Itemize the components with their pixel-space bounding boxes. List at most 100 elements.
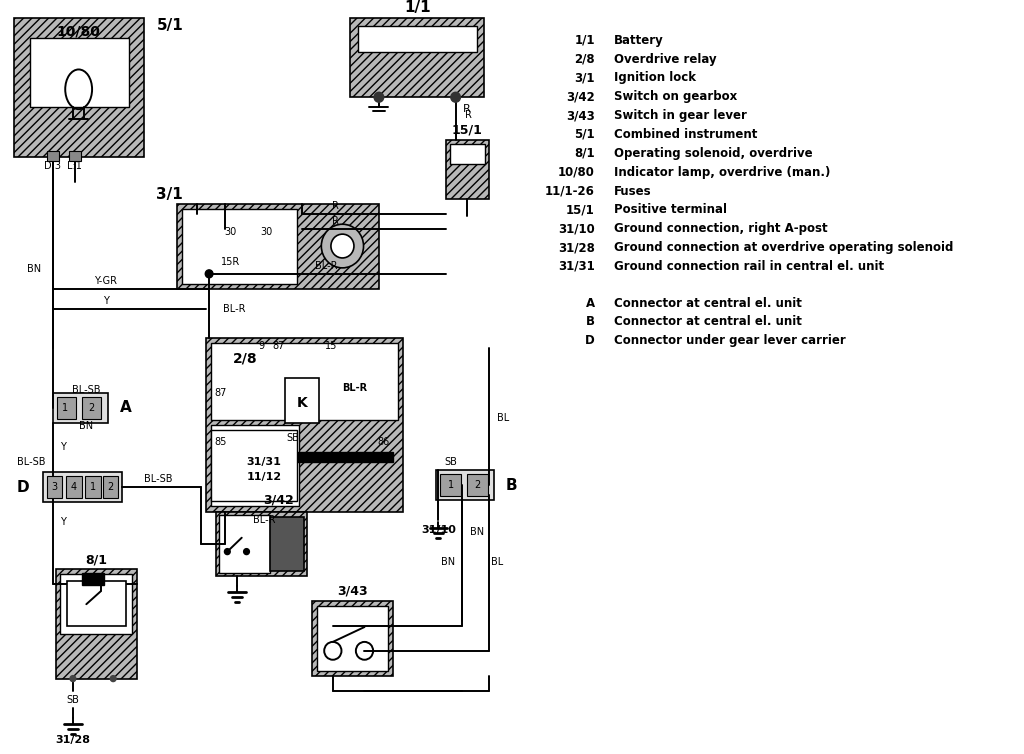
Text: Y-GR: Y-GR [94,276,117,286]
Bar [55,569,137,679]
Bar [47,477,62,498]
Text: Ground connection, right A-post: Ground connection, right A-post [614,222,827,235]
Text: Y: Y [60,516,67,527]
Text: 2/8: 2/8 [233,351,258,365]
Text: K: K [297,396,307,409]
Circle shape [70,676,76,682]
Text: 30: 30 [224,227,237,238]
Text: 3/1: 3/1 [574,72,595,84]
Bar [68,581,126,626]
Bar [47,151,58,161]
Text: BL-R: BL-R [223,304,246,314]
Text: 30: 30 [260,227,272,238]
Text: SB: SB [67,695,79,706]
Text: Operating solenoid, overdrive: Operating solenoid, overdrive [614,147,812,160]
Bar [14,18,144,157]
Text: D:3: D:3 [44,161,61,170]
Bar [446,140,489,199]
Text: Battery: Battery [614,34,664,47]
Text: D: D [16,480,29,495]
Text: R: R [332,216,339,226]
Text: BL: BL [497,412,509,423]
Bar [69,151,81,161]
Bar [102,477,118,498]
Text: Connector under gear lever carrier: Connector under gear lever carrier [614,334,846,348]
Text: Switch in gear lever: Switch in gear lever [614,109,746,122]
Bar [211,430,297,501]
Text: 4: 4 [71,482,77,492]
Text: BN: BN [79,421,93,431]
Text: 15/1: 15/1 [452,124,482,136]
Text: 31/31: 31/31 [247,458,282,467]
Circle shape [111,676,116,682]
Text: B: B [586,315,595,329]
Bar [53,393,109,423]
Text: 11/1-26: 11/1-26 [545,185,595,198]
Circle shape [322,224,364,268]
Text: 15R: 15R [220,257,240,267]
Text: Ground connection rail in central el. unit: Ground connection rail in central el. un… [614,260,884,273]
Bar [450,144,485,164]
Bar [177,204,379,289]
Text: 31/28: 31/28 [55,735,90,745]
Text: BN: BN [441,556,455,566]
Bar [219,515,269,574]
Text: 1: 1 [447,480,454,490]
Text: L:1: L:1 [68,161,82,170]
Text: BL-R: BL-R [342,383,368,393]
Text: 85: 85 [214,437,226,447]
Text: SB: SB [444,458,457,467]
Text: 10/80: 10/80 [56,25,100,38]
Bar [357,26,477,51]
Bar [211,343,398,420]
Bar [285,378,319,423]
Text: Ignition lock: Ignition lock [614,72,696,84]
Text: Connector at central el. unit: Connector at central el. unit [614,315,802,329]
Text: Ground connection at overdrive operating solenoid: Ground connection at overdrive operating… [614,241,953,254]
Text: 2: 2 [474,480,481,490]
Text: 2: 2 [108,482,114,492]
Text: A: A [586,296,595,310]
Text: B: B [506,477,517,492]
Circle shape [331,234,354,258]
Text: A: A [120,400,132,415]
Text: 5/1: 5/1 [158,18,184,33]
Text: Overdrive relay: Overdrive relay [614,53,717,66]
Bar [211,425,299,506]
Text: 10/80: 10/80 [558,166,595,179]
Text: 3/43: 3/43 [566,109,595,122]
Text: 1: 1 [62,403,69,412]
Bar [206,339,402,512]
Text: BL-SB: BL-SB [72,385,100,395]
Bar [440,474,462,496]
Text: BL: BL [490,556,503,566]
Text: R: R [332,201,339,211]
Bar [270,517,304,572]
Circle shape [205,270,213,277]
Text: 31/10: 31/10 [421,525,456,535]
Bar [60,575,132,634]
Circle shape [374,92,384,103]
Text: 2: 2 [88,403,94,412]
Text: 8/1: 8/1 [85,553,106,566]
Text: BL-SB: BL-SB [17,458,46,467]
Text: 3/1: 3/1 [157,187,183,202]
Circle shape [451,92,461,103]
Text: BN: BN [27,264,41,274]
Text: 3/42: 3/42 [263,494,294,507]
Text: BL-R: BL-R [253,515,275,525]
Circle shape [244,549,250,555]
Text: SB: SB [286,433,299,443]
Bar [467,474,488,496]
Text: R: R [463,104,471,114]
Text: 31/28: 31/28 [558,241,595,254]
Bar [316,606,388,670]
Bar [83,574,103,585]
Text: 9: 9 [259,342,265,351]
Text: 8/1: 8/1 [574,147,595,160]
Bar [350,18,484,97]
Text: Positive terminal: Positive terminal [614,204,727,216]
Bar [56,397,76,418]
Text: BL-R: BL-R [314,261,337,271]
Text: 1/1: 1/1 [403,1,430,15]
